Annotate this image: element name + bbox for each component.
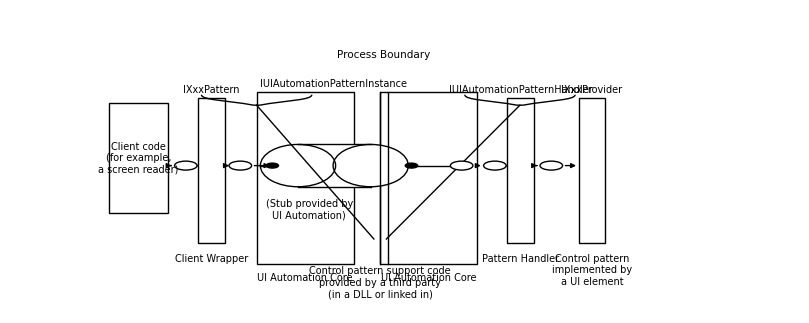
Ellipse shape [260, 144, 336, 187]
Text: UI Automation Core: UI Automation Core [257, 273, 353, 283]
Text: Control pattern support code
provided by a third party
(in a DLL or linked in): Control pattern support code provided by… [309, 266, 451, 299]
Text: (Stub provided by
UI Automation): (Stub provided by UI Automation) [265, 199, 353, 221]
Circle shape [405, 163, 417, 168]
Bar [108, 103, 168, 213]
Circle shape [229, 161, 252, 170]
Circle shape [266, 163, 278, 168]
Circle shape [175, 161, 197, 170]
Circle shape [540, 161, 562, 170]
Bar [198, 99, 225, 243]
Text: Process Boundary: Process Boundary [337, 50, 430, 60]
Text: IXxxPattern: IXxxPattern [183, 85, 239, 95]
Text: UI Automation Core: UI Automation Core [381, 273, 477, 283]
Text: Client Wrapper: Client Wrapper [175, 254, 248, 264]
Text: Client code
(for example,
a screen reader): Client code (for example, a screen reade… [98, 141, 179, 175]
Text: Pattern Handler: Pattern Handler [482, 254, 559, 264]
Bar [507, 99, 534, 243]
Text: IUIAutomationPatternInstance: IUIAutomationPatternInstance [260, 79, 407, 89]
Ellipse shape [333, 144, 409, 187]
Circle shape [484, 161, 506, 170]
Bar [256, 92, 354, 264]
Text: IXxxProvider: IXxxProvider [561, 85, 623, 95]
Bar [579, 99, 605, 243]
Text: Control pattern
implemented by
a UI element: Control pattern implemented by a UI elem… [552, 254, 632, 287]
Bar [298, 144, 371, 187]
Text: IUIAutomationPatternHandler: IUIAutomationPatternHandler [449, 85, 592, 95]
Circle shape [451, 161, 473, 170]
Bar [380, 92, 477, 264]
